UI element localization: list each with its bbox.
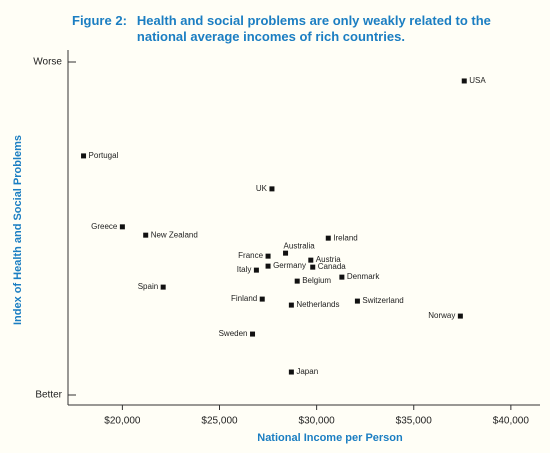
point-label: Finland: [231, 294, 257, 303]
point: [253, 267, 259, 273]
point-label: Spain: [138, 282, 158, 291]
chart-title: Health and social problems are only weak…: [136, 13, 491, 44]
point-label: Italy: [237, 265, 252, 274]
point-label: UK: [256, 184, 268, 193]
point: [81, 153, 87, 159]
point-label: Belgium: [302, 276, 331, 285]
point-label: Japan: [296, 367, 318, 376]
point: [325, 235, 331, 241]
point-label: New Zealand: [151, 230, 198, 239]
x-tick-label: $40,000: [493, 416, 530, 427]
point: [265, 253, 271, 259]
header: Figure 2: Health and social problems are…: [72, 13, 537, 45]
point-label: Netherlands: [296, 300, 339, 309]
point: [457, 313, 463, 319]
point: [339, 274, 345, 280]
x-tick-label: $20,000: [104, 416, 141, 427]
point: [288, 302, 294, 308]
x-tick-label: $25,000: [201, 416, 238, 427]
x-axis-label: National Income per Person: [257, 432, 403, 444]
point-label: Greece: [91, 222, 118, 231]
point-label: USA: [469, 76, 486, 85]
point-label: Austria: [316, 255, 341, 264]
point-label: Ireland: [333, 233, 357, 242]
point: [143, 232, 149, 238]
point-label: Canada: [318, 262, 347, 271]
point: [250, 331, 256, 337]
point-label: Portugal: [89, 151, 119, 160]
point-label: Germany: [273, 261, 306, 270]
point-label: Australia: [284, 241, 316, 250]
point: [259, 296, 265, 302]
y-tick-label: Worse: [33, 57, 62, 68]
point: [354, 298, 360, 304]
x-tick-label: $30,000: [299, 416, 336, 427]
point: [265, 263, 271, 269]
point-label: Denmark: [347, 272, 380, 281]
point-label: Sweden: [219, 329, 248, 338]
point: [283, 250, 289, 256]
point: [461, 78, 467, 84]
point: [269, 186, 275, 192]
point-label: France: [238, 251, 263, 260]
y-tick-label: Better: [35, 390, 62, 401]
y-axis-label: Index of Health and Social Problems: [12, 135, 24, 325]
point: [160, 284, 166, 290]
point: [294, 278, 300, 284]
x-tick-label: $35,000: [396, 416, 433, 427]
point-label: Switzerland: [362, 296, 403, 305]
point: [308, 257, 314, 263]
point-label: Norway: [428, 311, 455, 320]
figure-label: Figure 2:: [72, 13, 127, 28]
point: [119, 224, 125, 230]
point: [310, 264, 316, 270]
point: [288, 369, 294, 375]
